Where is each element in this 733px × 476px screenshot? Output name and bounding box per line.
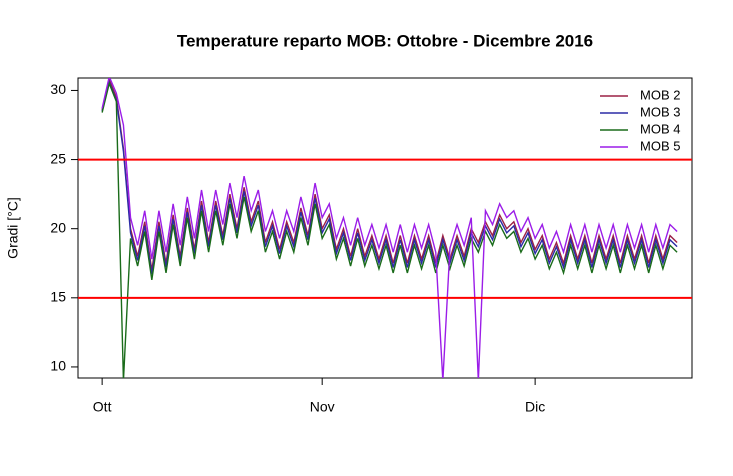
x-tick-label: Ott: [93, 399, 112, 415]
legend-label: MOB 3: [640, 104, 680, 119]
series-line: [101, 78, 678, 378]
series-line: [101, 78, 678, 271]
y-tick-label: 10: [50, 358, 66, 374]
plot-area: [78, 78, 692, 378]
y-tick-label: 15: [50, 289, 66, 305]
y-axis-label: Gradi [°C]: [5, 197, 21, 259]
y-tick-label: 30: [50, 81, 66, 97]
legend-label: MOB 5: [640, 138, 680, 153]
series-line: [101, 81, 678, 378]
plot-frame: [77, 77, 693, 379]
series-line: [101, 79, 678, 275]
y-tick-label: 25: [50, 150, 66, 166]
x-tick-label: Nov: [310, 399, 335, 415]
y-tick-label: 20: [50, 219, 66, 235]
legend-label: MOB 4: [640, 121, 680, 136]
chart-title: Temperature reparto MOB: Ottobre - Dicem…: [177, 31, 593, 50]
x-tick-label: Dic: [525, 399, 545, 415]
legend-label: MOB 2: [640, 87, 680, 102]
